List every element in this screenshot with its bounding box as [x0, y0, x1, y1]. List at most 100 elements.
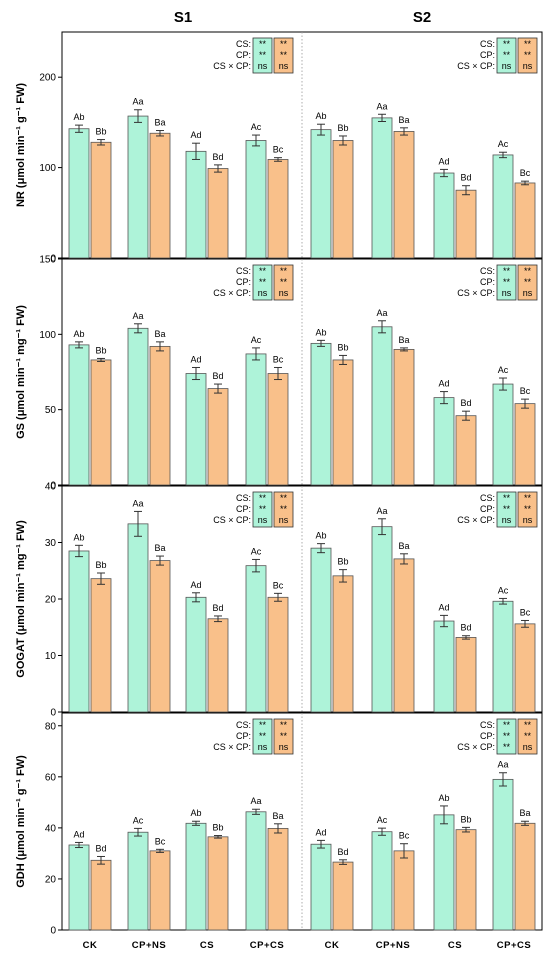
- sig-value-series2: ns: [279, 288, 289, 298]
- data-label: Ab: [73, 112, 84, 122]
- bar-S1-series2: [149, 850, 171, 931]
- sig-value-series2: **: [280, 720, 288, 730]
- sig-row-label: CS × CP:: [457, 61, 495, 71]
- data-label: Ab: [73, 532, 84, 542]
- bar-S1-series2: [267, 596, 289, 713]
- bar-S2-series2: [332, 861, 354, 931]
- scenario-title-s2: S2: [413, 9, 431, 26]
- sig-value-series1: **: [503, 742, 511, 752]
- sig-value-series1: ns: [502, 515, 512, 525]
- x-category-label: CK: [83, 940, 98, 951]
- sig-value-series2: **: [280, 493, 288, 503]
- sig-value-series2: ns: [279, 61, 289, 71]
- x-category-label: CP+CS: [250, 940, 284, 951]
- bar-S1-series1: [127, 831, 149, 931]
- sig-box-series1: [252, 37, 273, 74]
- sig-box-series2: [517, 37, 538, 74]
- bar-S2-series1: [433, 814, 455, 931]
- sig-row-label: CS × CP:: [213, 288, 251, 298]
- sig-box-series1: [496, 491, 517, 528]
- bar-S2-series2: [455, 637, 477, 713]
- bar-S1-series2: [149, 132, 171, 259]
- bar-S2-series1: [371, 526, 393, 713]
- data-label: Ad: [315, 827, 326, 837]
- bar-S1-series1: [127, 523, 149, 713]
- bar-S2-series1: [492, 778, 514, 931]
- sig-value-series2: **: [280, 50, 288, 60]
- data-label: Bd: [212, 371, 223, 381]
- data-label: Bd: [337, 847, 348, 857]
- data-label: Aa: [132, 97, 143, 107]
- panel-0: 0 100 200 NR (μmol min⁻¹ g⁻¹ FW) Ab Aa Ad Ac Bb B…: [15, 31, 543, 265]
- data-label: Aa: [376, 308, 387, 318]
- y-axis-label: GS (μmol min⁻¹ mg⁻¹ FW): [15, 305, 27, 439]
- bar-S1-series1: [68, 128, 90, 259]
- data-label: Bd: [95, 843, 106, 853]
- y-tick-label: 100: [39, 163, 56, 174]
- bar-S1-series2: [267, 159, 289, 259]
- bar-S2-series1: [310, 547, 332, 713]
- bar-S1-series1: [185, 822, 207, 931]
- sig-row-label: CP:: [236, 277, 251, 287]
- data-label: Ad: [438, 156, 449, 166]
- data-label: Bd: [212, 152, 223, 162]
- data-label: Aa: [132, 311, 143, 321]
- data-label: Ac: [498, 365, 509, 375]
- bar-S1-series2: [149, 345, 171, 486]
- data-label: Bc: [155, 836, 166, 846]
- data-label: Ac: [251, 122, 262, 132]
- sig-row-label: CS × CP:: [457, 288, 495, 298]
- data-label: Bb: [212, 823, 223, 833]
- bar-S1-series1: [68, 344, 90, 486]
- bar-S1-series2: [267, 373, 289, 486]
- panel-2: 0 10 20 30 40 GOGAT (μmol min⁻¹ mg⁻¹ FW) Ab Aa A…: [15, 482, 543, 719]
- y-tick-label: 40: [45, 482, 57, 493]
- data-label: Aa: [376, 101, 387, 111]
- sig-value-series1: **: [503, 504, 511, 514]
- bar-S2-series2: [332, 575, 354, 713]
- x-category-label: CS: [448, 940, 462, 951]
- sig-value-series1: **: [259, 504, 267, 514]
- sig-row-label: CS:: [236, 39, 251, 49]
- data-label: Bb: [460, 814, 471, 824]
- data-label: Ba: [398, 335, 409, 345]
- bar-S2-series2: [332, 140, 354, 259]
- sig-value-series2: **: [524, 504, 532, 514]
- bar-S2-series2: [393, 348, 415, 486]
- y-tick-label: 20: [45, 874, 57, 885]
- sig-row-label: CP:: [480, 50, 495, 60]
- sig-value-series1: **: [503, 50, 511, 60]
- bar-S1-series2: [90, 859, 112, 931]
- data-label: Ba: [272, 811, 283, 821]
- data-label: Bc: [399, 831, 410, 841]
- sig-value-series2: **: [280, 266, 288, 276]
- sig-box-series2: [273, 491, 294, 528]
- data-label: Bd: [460, 398, 471, 408]
- data-label: Aa: [376, 506, 387, 516]
- panel-3: 0 20 40 60 80 GDH (μmol min⁻¹ g⁻¹ FW) Ad Ac Ab Aa…: [15, 712, 543, 937]
- y-tick-label: 200: [39, 73, 56, 84]
- sig-box-series1: [252, 491, 273, 528]
- data-label: Ab: [438, 793, 449, 803]
- sig-box-series2: [273, 718, 294, 755]
- sig-value-series2: **: [524, 720, 532, 730]
- y-tick-label: 80: [45, 721, 57, 732]
- sig-box-series1: [496, 718, 517, 755]
- data-label: Bc: [273, 145, 284, 155]
- data-label: Ac: [498, 585, 509, 595]
- sig-value-series1: **: [503, 720, 511, 730]
- data-label: Bb: [95, 127, 106, 137]
- bar-S1-series1: [185, 150, 207, 259]
- data-label: Ad: [190, 130, 201, 140]
- data-label: Bc: [273, 354, 284, 364]
- sig-value-series1: **: [259, 39, 267, 49]
- bar-S2-series2: [393, 850, 415, 931]
- bar-S2-series2: [393, 558, 415, 713]
- x-category-label: CP+NS: [376, 940, 410, 951]
- data-label: Ad: [73, 829, 84, 839]
- scenario-title-s1: S1: [174, 9, 192, 26]
- bar-S1-series2: [207, 168, 229, 259]
- bar-S1-series2: [90, 141, 112, 259]
- bar-S2-series1: [433, 620, 455, 713]
